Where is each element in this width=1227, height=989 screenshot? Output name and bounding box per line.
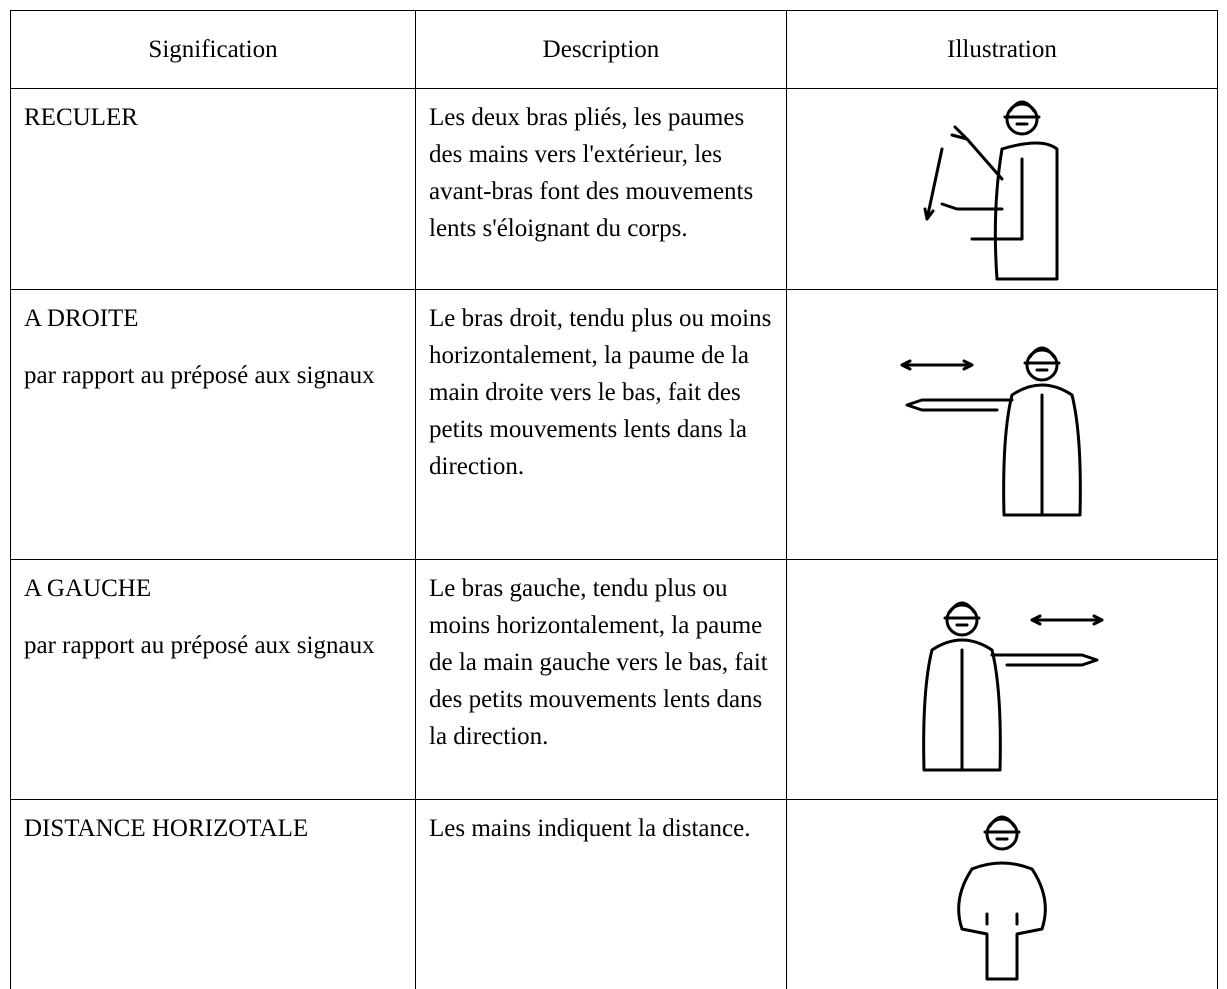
column-header: Signification (10, 10, 416, 89)
signification: A DROITE (24, 305, 139, 332)
column-header: Illustration (786, 10, 1218, 89)
illustration-cell (786, 289, 1218, 560)
signal-illustration (900, 346, 1082, 516)
description: Les mains indiquent la distance. (429, 815, 751, 842)
signification-cell: A DROITE par rapport au préposé aux signa… (10, 289, 416, 560)
signification-note: par rapport au préposé aux signaux (24, 632, 375, 659)
signal-illustration (923, 100, 1059, 281)
signal-table: Signification Description Illustration REC… (10, 10, 1218, 989)
description: Le bras gauche, tendu plus ou moins hori… (429, 575, 768, 750)
illustration-cell (786, 559, 1218, 800)
table-body: RECULER Les deux bras pliés, les paumes d… (10, 88, 1218, 989)
description-cell: Le bras droit, tendu plus ou moins horiz… (415, 289, 787, 560)
description-cell: Les mains indiquent la distance. (415, 799, 787, 989)
signification-cell: RECULER (10, 88, 416, 290)
column-header: Description (415, 10, 787, 89)
description-cell: Le bras gauche, tendu plus ou moins hori… (415, 559, 787, 800)
description-cell: Les deux bras pliés, les paumes des main… (415, 88, 787, 290)
table-row: DISTANCE HORIZOTALE Les mains indiquent l… (10, 799, 1218, 989)
description: Le bras droit, tendu plus ou moins horiz… (429, 305, 772, 480)
table-row: A GAUCHE par rapport au préposé aux signa… (10, 559, 1218, 800)
signification: RECULER (24, 104, 138, 131)
table-row: RECULER Les deux bras pliés, les paumes d… (10, 88, 1218, 290)
signification-cell: A GAUCHE par rapport au préposé aux signa… (10, 559, 416, 800)
table-row: A DROITE par rapport au préposé aux signa… (10, 289, 1218, 560)
signification: A GAUCHE (24, 575, 152, 602)
illustration-cell (786, 799, 1218, 989)
signification: DISTANCE HORIZOTALE (24, 815, 309, 842)
signification-note: par rapport au préposé aux signaux (24, 362, 375, 389)
signification-cell: DISTANCE HORIZOTALE (10, 799, 416, 989)
header-row: Signification Description Illustration (10, 10, 1218, 89)
description: Les deux bras pliés, les paumes des main… (429, 104, 754, 242)
signal-illustration (957, 815, 1047, 981)
signal-illustration (922, 601, 1104, 771)
illustration-cell (786, 88, 1218, 290)
